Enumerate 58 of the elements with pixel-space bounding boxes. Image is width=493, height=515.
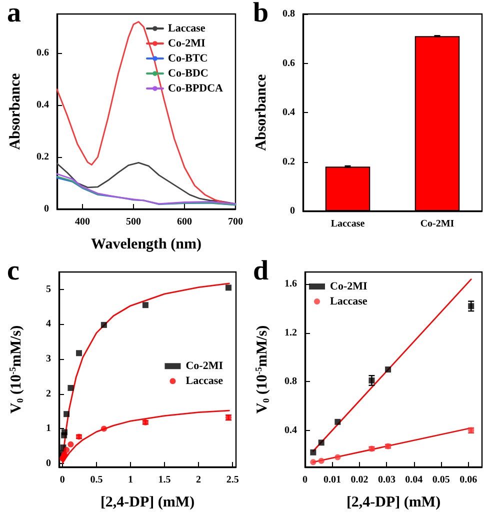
chart-title: c bbox=[7, 255, 20, 286]
x-axis-title: [2,4-DP] (mM) bbox=[346, 494, 441, 510]
y-tick-label: 0 bbox=[44, 204, 49, 214]
y-tick-label: 0.2 bbox=[36, 152, 49, 162]
x-tick-label: 0 bbox=[302, 474, 308, 485]
x-tick-label: 2.5 bbox=[226, 474, 239, 485]
legend-label: Co-2MI bbox=[330, 280, 368, 292]
x-tick-label: 600 bbox=[177, 216, 192, 228]
x-tick-label: Co-2MI bbox=[420, 218, 454, 230]
y-axis-title: V0 (10-5mM/s) bbox=[8, 324, 25, 414]
chart-title: b bbox=[253, 0, 269, 28]
y-tick-label: 0.2 bbox=[282, 156, 295, 168]
y-tick-label: 0.4 bbox=[282, 107, 295, 118]
x-tick-label: 0.5 bbox=[90, 474, 103, 485]
legend-label: Laccase bbox=[168, 22, 206, 34]
legend-label: Laccase bbox=[186, 374, 224, 387]
x-tick-label: 0.06 bbox=[460, 474, 478, 485]
y-tick-label: 5 bbox=[46, 283, 51, 294]
x-tick-label: 0.03 bbox=[378, 474, 396, 485]
x-tick-label: 1.5 bbox=[158, 474, 171, 485]
legend-label: Co-BDC bbox=[168, 68, 208, 80]
x-tick-label: 500 bbox=[126, 216, 141, 228]
x-tick-label: 0.04 bbox=[405, 474, 423, 485]
x-axis-title: Wavelength (nm) bbox=[91, 236, 202, 252]
y-tick-label: 0.6 bbox=[282, 58, 295, 69]
y-tick-label: 0.8 bbox=[282, 8, 295, 20]
chart-title: a bbox=[7, 0, 21, 28]
legend-label: Co-2MI bbox=[168, 38, 206, 50]
x-tick-label: 0.05 bbox=[432, 474, 450, 485]
y-tick-label: 1.2 bbox=[284, 326, 297, 338]
y-tick-label: 0 bbox=[290, 206, 295, 216]
y-tick-label: 1 bbox=[46, 422, 51, 434]
y-tick-label: 4 bbox=[46, 318, 51, 330]
x-tick-label: Laccase bbox=[330, 218, 366, 230]
x-tick-label: 0 bbox=[60, 474, 65, 485]
y-tick-label: 0.6 bbox=[36, 48, 49, 58]
x-tick-label: 700 bbox=[228, 216, 243, 228]
y-axis-title: Absorbance bbox=[254, 74, 270, 151]
x-axis-title: [2,4-DP] (mM) bbox=[100, 494, 195, 510]
y-tick-label: 0.8 bbox=[284, 376, 297, 387]
x-tick-label: 0.02 bbox=[350, 474, 368, 485]
y-axis-title: V0 (10-5mM/s) bbox=[254, 324, 271, 414]
y-tick-label: 0 bbox=[46, 458, 51, 469]
x-tick-label: 0.01 bbox=[323, 474, 341, 485]
x-tick-label: 400 bbox=[75, 216, 90, 228]
legend-label: Co-BTC bbox=[168, 52, 208, 64]
legend-label: Co-BPDCA bbox=[168, 82, 224, 94]
y-tick-label: 0.4 bbox=[36, 100, 49, 110]
y-tick-label: 2 bbox=[46, 388, 51, 399]
y-axis-title: Absorbance bbox=[8, 72, 24, 150]
legend-label: Co-2MI bbox=[186, 360, 224, 372]
y-tick-label: 3 bbox=[46, 353, 51, 364]
legend-label: Laccase bbox=[330, 295, 368, 307]
x-tick-label: 2 bbox=[196, 474, 202, 485]
x-tick-label: 1 bbox=[128, 474, 133, 485]
y-tick-label: 0.4 bbox=[284, 424, 297, 436]
chart-title: d bbox=[253, 255, 269, 286]
y-tick-label: 1.6 bbox=[284, 278, 297, 290]
